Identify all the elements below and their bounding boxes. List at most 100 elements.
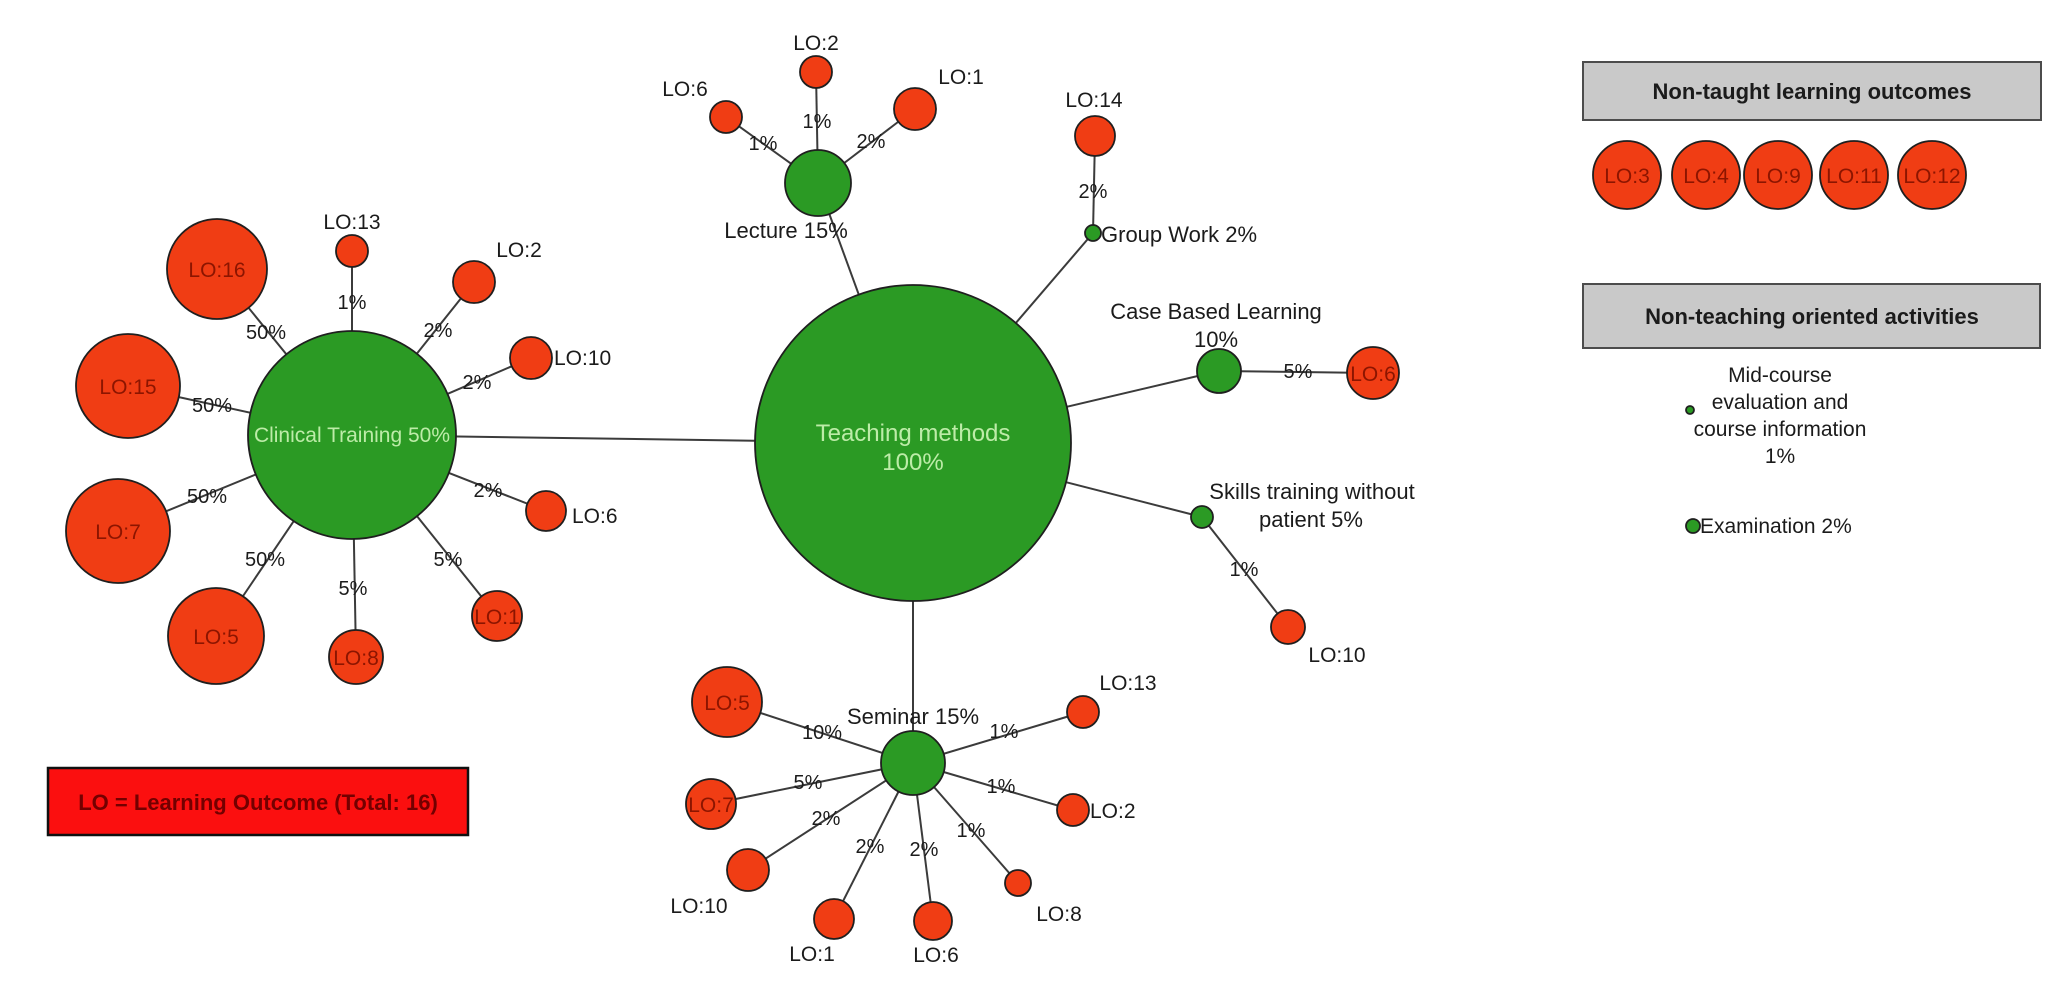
- edge-label-seminar-lo8: 1%: [957, 820, 986, 842]
- edge-label-seminar-lo6: 2%: [910, 839, 939, 861]
- node-skills-lo10: [1270, 609, 1306, 645]
- nontaught-lo3-label: LO:3: [1604, 165, 1650, 188]
- nontaught-lo11-label: LO:11: [1826, 165, 1882, 188]
- skills-training-label-line1: Skills training without: [1209, 479, 1414, 504]
- node-clinical-lo2: [452, 260, 496, 304]
- seminar-lo13-label: LO:13: [1099, 672, 1156, 695]
- node-clinical-lo7: [65, 478, 171, 584]
- lo-definition-label: LO = Learning Outcome (Total: 16): [78, 790, 438, 815]
- edge-label-clinical-lo1: 5%: [434, 549, 463, 571]
- non-teaching-header: Non-teaching oriented activities: [1645, 304, 1979, 329]
- nontaught-lo12-label: LO:12: [1903, 165, 1960, 188]
- node-nontaught-lo4: [1671, 140, 1741, 210]
- non-teaching-header-box: [1582, 283, 2041, 349]
- node-group-work: [1084, 224, 1102, 242]
- clinical-lo16-label: LO:16: [188, 259, 245, 282]
- midcourse-label-line1: Mid-course: [1728, 364, 1832, 387]
- edge-label-groupwork-lo14: 2%: [1079, 181, 1108, 203]
- lecture-lo1-label: LO:1: [938, 66, 984, 89]
- case-based-learning-label-line1: Case Based Learning: [1110, 299, 1322, 324]
- node-lecture-lo1: [893, 87, 937, 131]
- edge-seminar-seminar-lo7: [710, 762, 914, 805]
- node-clinical-lo15: [75, 333, 181, 439]
- midcourse-label-line4: 1%: [1765, 445, 1795, 468]
- edge-label-clinical-lo7: 50%: [187, 486, 227, 508]
- edge-label-clinical-lo13: 1%: [338, 292, 367, 314]
- node-seminar-lo7: [685, 778, 737, 830]
- non-taught-header: Non-taught learning outcomes: [1653, 79, 1972, 104]
- skills-lo10-label: LO:10: [1308, 644, 1365, 667]
- cbl-lo6-label: LO:6: [1350, 363, 1396, 386]
- edge-label-lecture-lo6: 1%: [749, 133, 778, 155]
- clinical-lo1-label: LO:1: [474, 606, 520, 629]
- node-teaching-methods: [754, 284, 1072, 602]
- clinical-lo6-label: LO:6: [572, 505, 618, 528]
- node-clinical-training: [247, 330, 457, 540]
- node-clinical-lo8: [328, 629, 384, 685]
- node-clinical-lo13: [335, 234, 369, 268]
- edge-label-clinical-lo8: 5%: [339, 578, 368, 600]
- clinical-lo7-label: LO:7: [95, 521, 141, 544]
- case-based-learning-label-line2: 10%: [1194, 327, 1238, 352]
- node-clinical-lo10: [509, 336, 553, 380]
- edge-label-clinical-lo5: 50%: [245, 549, 285, 571]
- lecture-lo2-label: LO:2: [793, 32, 839, 55]
- edge-label-seminar-lo1: 2%: [856, 836, 885, 858]
- node-lecture-lo2: [799, 55, 833, 89]
- lecture-label: Lecture 15%: [724, 218, 848, 243]
- edge-label-clinical-lo6: 2%: [474, 480, 503, 502]
- node-case-based-learning: [1196, 348, 1242, 394]
- clinical-lo15-label: LO:15: [99, 376, 156, 399]
- lecture-lo6-label: LO:6: [662, 78, 708, 101]
- node-lecture-lo6: [709, 100, 743, 134]
- seminar-lo8-label: LO:8: [1036, 903, 1082, 926]
- node-skills-training: [1190, 505, 1214, 529]
- node-seminar-lo6: [913, 901, 953, 941]
- teaching-methods-label-line1: Teaching methods: [816, 420, 1011, 447]
- nontaught-lo9-label: LO:9: [1755, 165, 1801, 188]
- node-seminar: [880, 730, 946, 796]
- skills-training-label-line2: patient 5%: [1259, 507, 1363, 532]
- seminar-lo7-label: LO:7: [688, 794, 734, 817]
- groupwork-lo14-label: LO:14: [1065, 89, 1123, 112]
- node-nontaught-lo12: [1897, 140, 1967, 210]
- node-seminar-lo8: [1004, 869, 1032, 897]
- seminar-lo10-label: LO:10: [670, 895, 727, 918]
- edge-label-seminar-lo7: 5%: [794, 772, 823, 794]
- teaching-methods-label-line2: 100%: [882, 449, 943, 476]
- seminar-label: Seminar 15%: [847, 704, 979, 729]
- edge-label-seminar-lo5: 10%: [802, 722, 842, 744]
- seminar-lo2-label: LO:2: [1090, 800, 1136, 823]
- group-work-label: Group Work 2%: [1101, 222, 1257, 247]
- node-seminar-lo10: [726, 848, 770, 892]
- node-nontaught-lo11: [1819, 140, 1889, 210]
- edge-label-clinical-lo16: 50%: [246, 322, 286, 344]
- edge-skills-training-skills-lo10: [1201, 516, 1289, 628]
- node-clinical-lo1: [471, 590, 523, 642]
- node-nontaught-lo9: [1743, 140, 1813, 210]
- midcourse-label-line3: course information: [1694, 418, 1867, 441]
- edge-label-seminar-lo2: 1%: [987, 776, 1016, 798]
- node-cbl-lo6: [1346, 346, 1400, 400]
- non-taught-header-box: [1582, 61, 2042, 121]
- clinical-lo13-label: LO:13: [323, 211, 380, 234]
- edge-label-cbl-lo6: 5%: [1284, 361, 1313, 383]
- lo-definition-box: [46, 766, 470, 837]
- edge-label-seminar-lo13: 1%: [990, 721, 1019, 743]
- node-nontaught-lo3: [1592, 140, 1662, 210]
- node-seminar-lo13: [1066, 695, 1100, 729]
- node-seminar-lo5: [691, 666, 763, 738]
- clinical-lo10-label: LO:10: [554, 347, 611, 370]
- midcourse-label-line2: evaluation and: [1712, 391, 1849, 414]
- seminar-lo6-label: LO:6: [913, 944, 959, 967]
- nontaught-lo4-label: LO:4: [1683, 165, 1729, 188]
- node-seminar-lo2: [1056, 793, 1090, 827]
- seminar-lo1-label: LO:1: [789, 943, 835, 966]
- node-seminar-lo1: [813, 898, 855, 940]
- node-clinical-lo5: [167, 587, 265, 685]
- edge-label-clinical-lo10: 2%: [463, 372, 492, 394]
- node-midcourse-dot: [1685, 405, 1695, 415]
- node-clinical-lo6: [525, 490, 567, 532]
- examination-label: Examination 2%: [1700, 515, 1852, 538]
